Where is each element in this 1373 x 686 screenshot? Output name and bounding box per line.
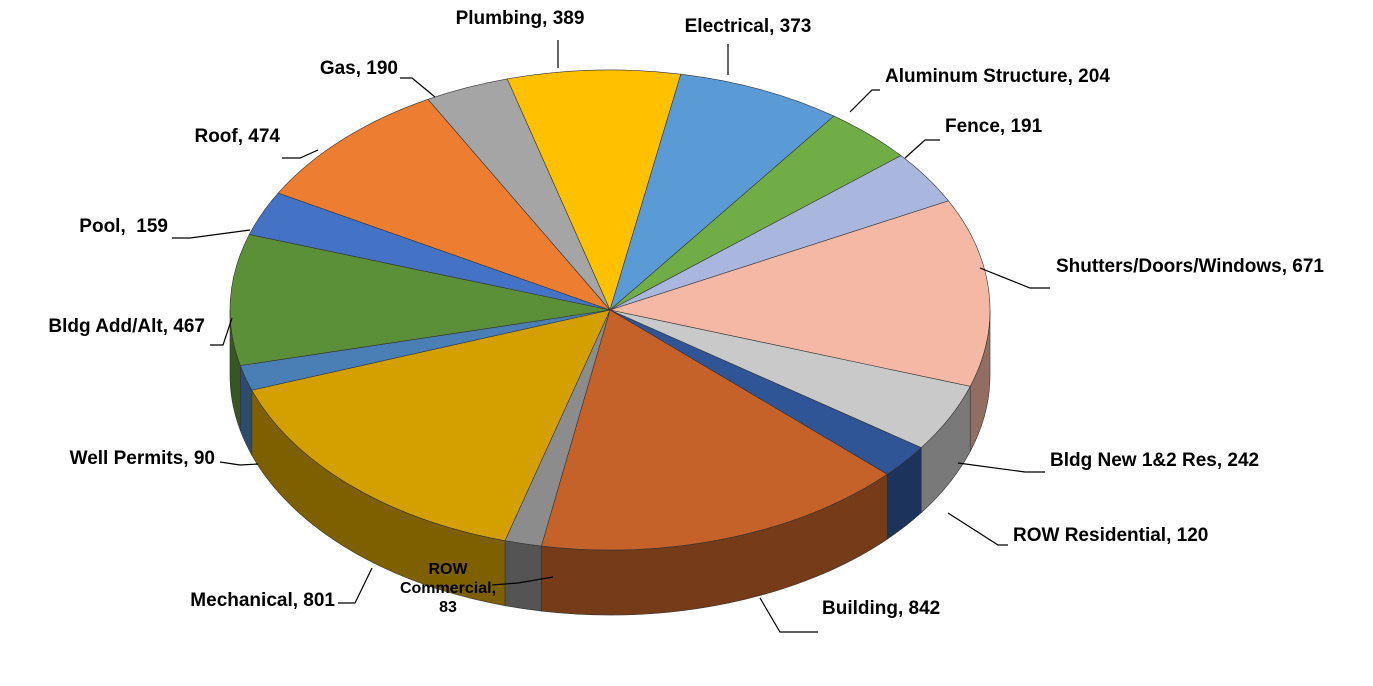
data-label: Roof, 474: [194, 126, 280, 147]
leader-line: [904, 139, 940, 159]
data-label: Bldg Add/Alt, 467: [48, 316, 205, 337]
pie-slice: [229, 234, 611, 366]
data-label: Bldg New 1&2 Res, 242: [1050, 450, 1260, 471]
pie-slice: [540, 309, 888, 551]
leader-line: [338, 567, 373, 604]
leader-line: [282, 149, 319, 159]
data-label: Gas, 190: [319, 58, 398, 79]
pie-slice: [427, 78, 611, 311]
data-label: Aluminum Structure, 204: [885, 66, 1110, 87]
leader-line: [759, 597, 818, 633]
leader-line: [210, 317, 233, 346]
data-label: ROW Commercial, 83: [399, 561, 497, 616]
data-label: Shutters/Doors/Windows, 671: [1056, 256, 1324, 277]
data-label: Building, 842: [822, 598, 941, 619]
leader-line: [849, 89, 880, 113]
leader-line: [172, 229, 251, 239]
pie-slice: [277, 98, 611, 311]
pie-slice: [506, 69, 682, 311]
pie-side: [504, 540, 542, 612]
leader-line: [400, 77, 436, 98]
data-label: Plumbing, 389: [455, 8, 585, 29]
data-label: Well Permits, 90: [69, 448, 215, 469]
leader-line: [491, 576, 554, 586]
data-label: Mechanical, 801: [190, 590, 335, 611]
leader-line: [979, 267, 1050, 289]
leader-line: [219, 461, 259, 466]
pie-slice: [608, 200, 991, 387]
data-label: ROW Residential, 120: [1013, 525, 1209, 546]
data-label: Pool, 159: [79, 216, 168, 237]
data-label: Fence, 191: [945, 116, 1043, 137]
pie-slice: [251, 309, 611, 541]
leader-line: [957, 462, 1045, 473]
data-label: Electrical, 373: [684, 16, 812, 37]
pie-slice: [609, 73, 835, 311]
leader-lines: [172, 40, 1050, 633]
leader-line: [947, 512, 1008, 546]
